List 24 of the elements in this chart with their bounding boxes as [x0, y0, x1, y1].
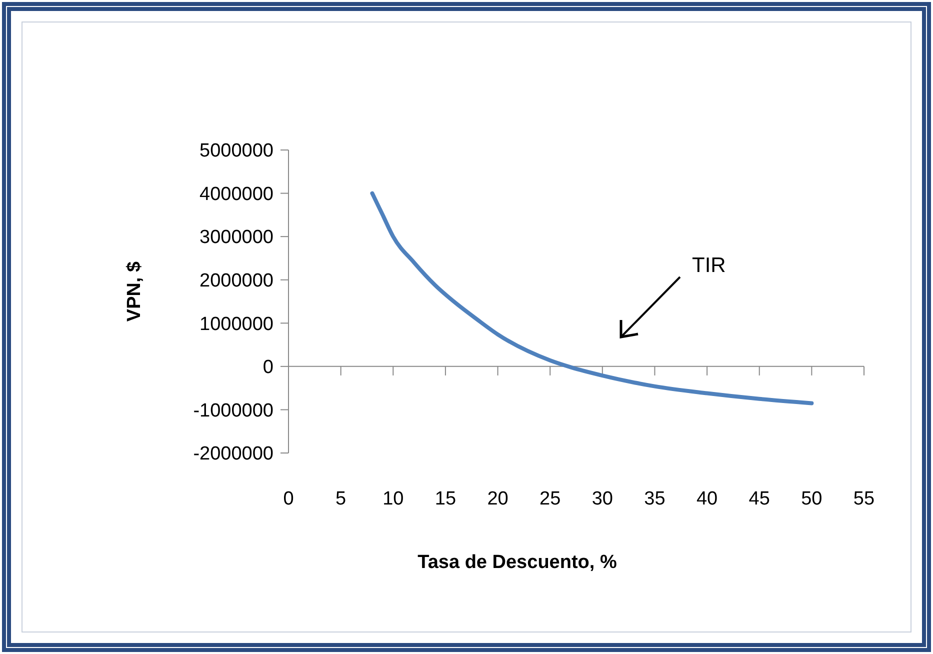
y-tick-label: 1000000 — [200, 314, 274, 335]
x-tick-label: 40 — [696, 488, 718, 510]
x-tick-label: 25 — [540, 488, 561, 510]
x-tick-label: 35 — [644, 488, 666, 510]
x-tick-label: 30 — [592, 488, 613, 510]
y-tick-label: 5000000 — [200, 140, 274, 162]
y-tick-label: 4000000 — [200, 184, 274, 205]
annotation: TIR — [692, 254, 726, 277]
x-tick-label: 45 — [748, 488, 770, 510]
x-tick-label: 55 — [853, 488, 875, 510]
y-axis-title: VPN, $ — [124, 260, 145, 322]
line-series — [370, 191, 814, 406]
y-tick-label: -2000000 — [193, 444, 274, 465]
y-tick-label: 2000000 — [200, 270, 274, 292]
x-tick-label: 15 — [434, 488, 456, 510]
x-axis-title: Tasa de Descuento, % — [418, 552, 617, 573]
x-tick-label: 50 — [801, 488, 822, 510]
x-tick-label: 10 — [382, 488, 404, 510]
y-tick-label: -1000000 — [193, 400, 274, 422]
x-tick-label: 20 — [487, 488, 508, 510]
y-tick-label: 3000000 — [200, 227, 274, 248]
y-tick-label: 0 — [262, 357, 274, 378]
x-tick-label: 0 — [283, 488, 294, 510]
x-tick-label: 5 — [336, 488, 346, 510]
